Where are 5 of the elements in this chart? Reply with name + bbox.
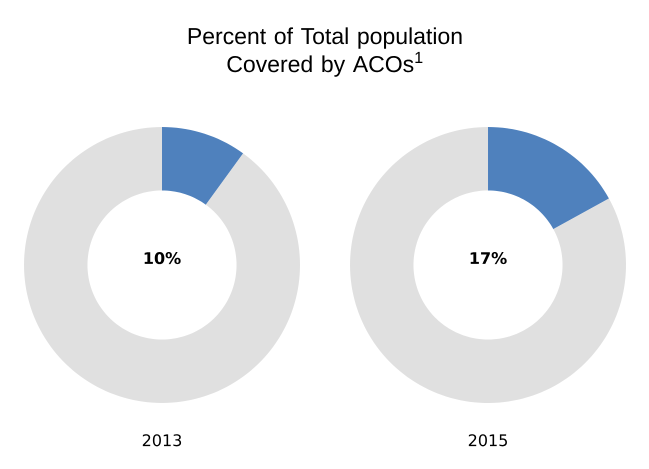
chart-title: Percent of Total population Covered by ACOs$^{1}$ (188, 27, 462, 77)
data-label: 17% (470, 252, 507, 264)
data-label: 10% (144, 252, 181, 264)
text: 2015 (468, 434, 507, 446)
text: 2013 (142, 434, 182, 446)
